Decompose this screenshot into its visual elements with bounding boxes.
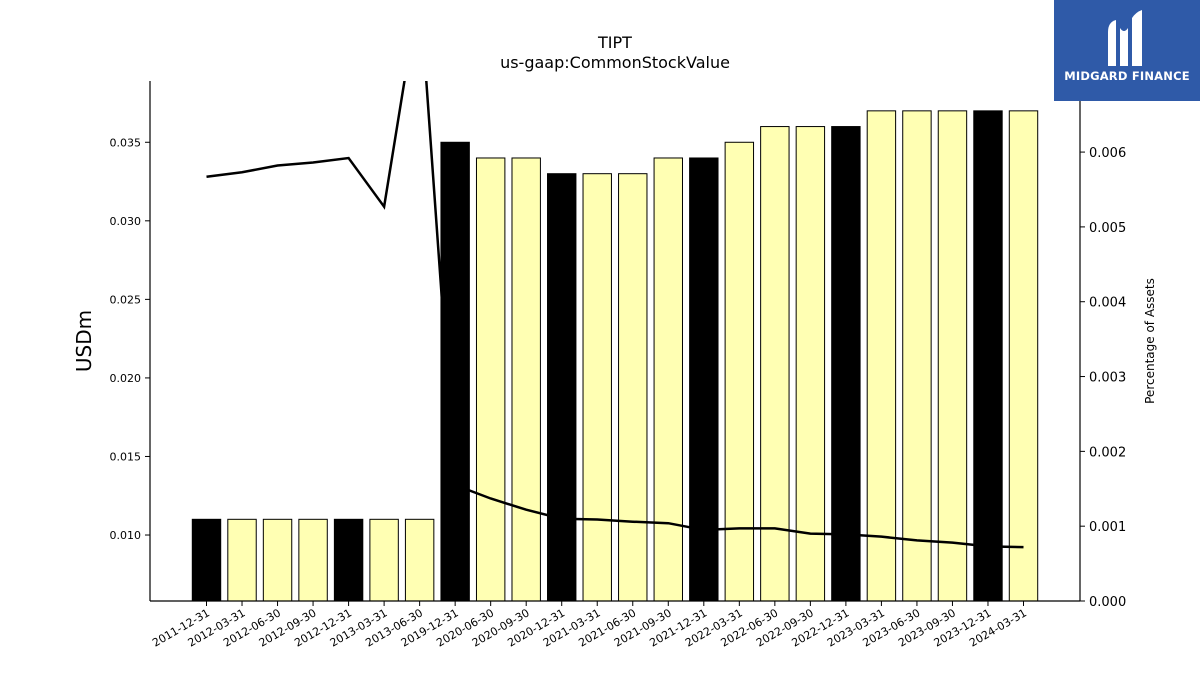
bar-2020-06-30 [475, 157, 506, 602]
bar-2022-09-30 [795, 126, 826, 602]
y-tick-label: 0.020 [110, 372, 142, 385]
y-tick-label: 0.025 [110, 293, 142, 306]
y-axis-label: USDm [72, 310, 96, 372]
logo-mark-icon [1108, 10, 1142, 66]
y2-tick-label: 0.000 [1089, 595, 1126, 610]
y-tick-label: 0.015 [110, 450, 142, 463]
bar-2022-06-30 [760, 126, 790, 602]
y-tick-label: 0.010 [110, 529, 142, 542]
percentage-of-assets-line [206, 81, 1024, 549]
bar-2019-12-31 [440, 141, 470, 602]
bar-2011-12-31 [191, 518, 222, 602]
bar-2012-06-30 [262, 518, 293, 602]
y-tick-label: 0.035 [110, 136, 142, 149]
bar-2012-03-31 [227, 518, 257, 602]
brand-logo: MIDGARD FINANCE [1054, 0, 1200, 101]
y2-tick-label: 0.002 [1089, 445, 1126, 460]
y2-tick-label: 0.005 [1089, 221, 1126, 236]
y2-tick-label: 0.006 [1089, 146, 1126, 161]
bar-2024-03-31 [1008, 110, 1039, 602]
bars [191, 110, 1039, 602]
bar-2023-06-30 [902, 110, 932, 602]
bar-2021-09-30 [653, 157, 683, 602]
bar-2012-12-31 [333, 518, 364, 602]
bar-2013-06-30 [404, 518, 435, 602]
y-axis-ticks: 0.010 0.015 0.020 0.025 0.030 0.035 [110, 136, 150, 542]
x-axis-ticks: 2011-12-312012-03-312012-06-302012-09-30… [150, 601, 1029, 650]
percentage-line [206, 81, 1024, 549]
bar-2020-12-31 [547, 173, 577, 602]
brand-name: MIDGARD FINANCE [1064, 69, 1190, 83]
bar-2020-09-30 [511, 157, 541, 602]
y2-tick-label: 0.003 [1089, 371, 1126, 386]
y2-axis-ticks: 0.000 0.001 0.002 0.003 0.004 0.005 0.006 [1080, 146, 1126, 610]
y2-axis-label: Percentage of Assets [1143, 278, 1157, 404]
bar-2021-06-30 [618, 173, 648, 602]
bar-2023-09-30 [937, 110, 968, 602]
axes [149, 81, 1081, 602]
y-tick-label: 0.030 [110, 215, 142, 228]
bar-2022-03-31 [724, 141, 755, 602]
bar-2021-03-31 [582, 173, 612, 602]
bar-2021-12-31 [689, 157, 719, 602]
chart-subtitle: us-gaap:CommonStockValue [500, 53, 730, 72]
bar-2013-03-31 [369, 518, 399, 602]
bar-2022-12-31 [831, 126, 861, 602]
bar-2023-03-31 [866, 110, 897, 602]
y2-tick-label: 0.004 [1089, 296, 1126, 311]
bar-2012-09-30 [298, 518, 328, 602]
bar-2023-12-31 [973, 110, 1003, 602]
y2-tick-label: 0.001 [1089, 520, 1126, 535]
chart-title: TIPT [597, 33, 632, 52]
